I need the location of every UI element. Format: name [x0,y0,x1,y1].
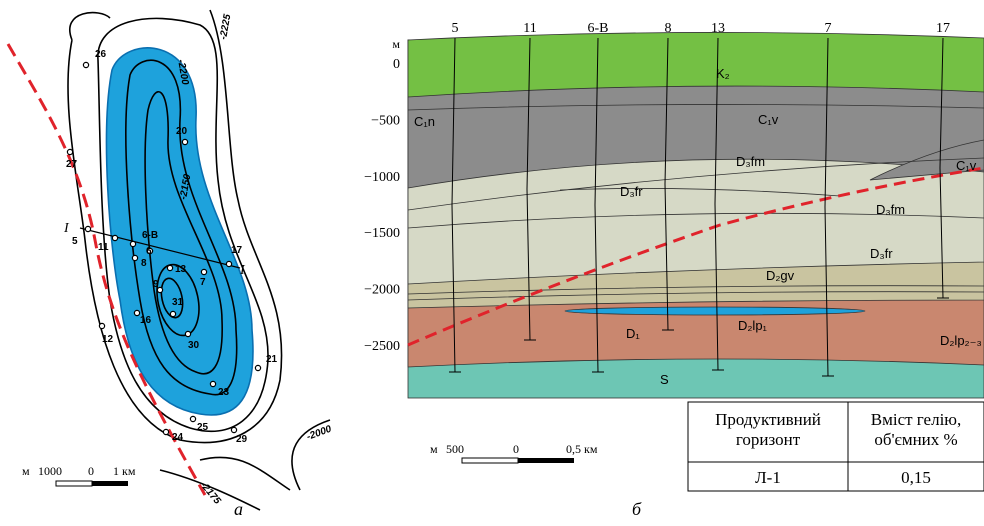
well [112,235,117,240]
well [85,226,90,231]
well [132,255,137,260]
layer-label: D₂lp₁ [738,318,768,333]
axis-label: −1000 [364,170,400,185]
figure: 2627205116-В68137179311612302123252429 -… [0,0,984,521]
well [190,416,195,421]
well-label: 7 [825,21,832,36]
layer-label: D₁ [626,326,640,341]
panel-label: б [632,499,642,519]
table-cell: Л-1 [755,468,781,487]
well [231,427,236,432]
contour-label: -2175 [198,480,223,507]
table-cell: 0,15 [901,468,931,487]
layer-label: D₃fr [620,184,643,199]
well-label: 31 [172,297,184,308]
scale-bar [462,458,518,463]
well-label: 17 [231,245,243,256]
well [130,241,135,246]
axis-label: −500 [371,113,400,128]
layer-label: C₁v [758,112,779,127]
panel-label: а [234,499,243,519]
layer-label: D₃fm [876,202,905,217]
contour-label: -2000 [305,424,333,443]
well-label: 11 [98,242,109,253]
well-label: 30 [188,340,200,351]
layer-label: D₃fr [870,246,893,261]
well-label: 27 [66,159,78,170]
scale-label: 0 [513,442,519,456]
scale-bar [92,481,128,486]
well-label: 12 [102,334,114,345]
scale-label: 0 [88,464,94,478]
section-end: I [63,221,70,236]
well [170,311,175,316]
axis-label: 0 [393,57,400,72]
well-label: 7 [200,277,206,288]
well-label: 23 [218,387,230,398]
well-label: 16 [140,315,152,326]
depth-axis: м 0 −500 −1000 −1500 −2000 −2500 [364,37,400,354]
layer-label: D₃fm [736,154,765,169]
well-label: 6 [146,246,152,257]
well [182,139,187,144]
scale-label: 500 [446,442,464,456]
map-scale: м 1000 0 1 км [22,464,136,486]
gas-lens [565,307,865,315]
well-label: 13 [711,21,725,36]
well-label: 8 [665,21,672,36]
scale-bar [56,481,92,486]
well [99,323,104,328]
contour-label: -2225 [218,13,233,41]
well-label: 6-В [588,21,609,36]
well [201,269,206,274]
layer-label: S [660,372,669,387]
section-scale: м 500 0 0,5 км [430,442,598,463]
axis-label: −1500 [364,226,400,241]
map [8,10,330,510]
well-label: 13 [175,264,187,275]
scale-bar [518,458,574,463]
well [210,381,215,386]
section-end: I [239,263,246,278]
axis-label: −2500 [364,339,400,354]
layer-label: D₂gv [766,268,795,283]
well [255,365,260,370]
well [226,261,231,266]
layer-label: C₁n [414,114,435,129]
layer-label: K₂ [716,66,730,81]
well [163,429,168,434]
layer-label: C₁v [956,158,977,173]
well [134,310,139,315]
well-label: 11 [523,21,536,36]
layer-label: D₂lp₂₋₃ [940,333,982,348]
well-label: 5 [72,236,78,247]
well-label: 25 [197,422,209,433]
well-label: 9 [153,279,159,290]
scale-label: 1000 [38,464,62,478]
scale-unit: м [22,464,30,478]
well-label: 6-В [142,230,158,241]
scale-unit: м [430,442,438,456]
axis-unit: м [392,37,400,51]
well-label: 5 [452,21,459,36]
well [167,265,172,270]
table-header: Вміст гелію,об'ємних % [871,410,962,449]
well-label: 17 [936,21,950,36]
well [83,62,88,67]
axis-label: −2000 [364,283,400,298]
well [185,331,190,336]
well-label: 29 [236,434,248,445]
well-label: 21 [266,354,278,365]
well-label: 20 [176,126,188,137]
well-label: 8 [141,258,147,269]
scale-label: 1 км [113,464,136,478]
scale-label: 0,5 км [566,442,598,456]
well [67,149,72,154]
well-label: 24 [172,432,184,443]
well-label: 26 [95,49,107,60]
